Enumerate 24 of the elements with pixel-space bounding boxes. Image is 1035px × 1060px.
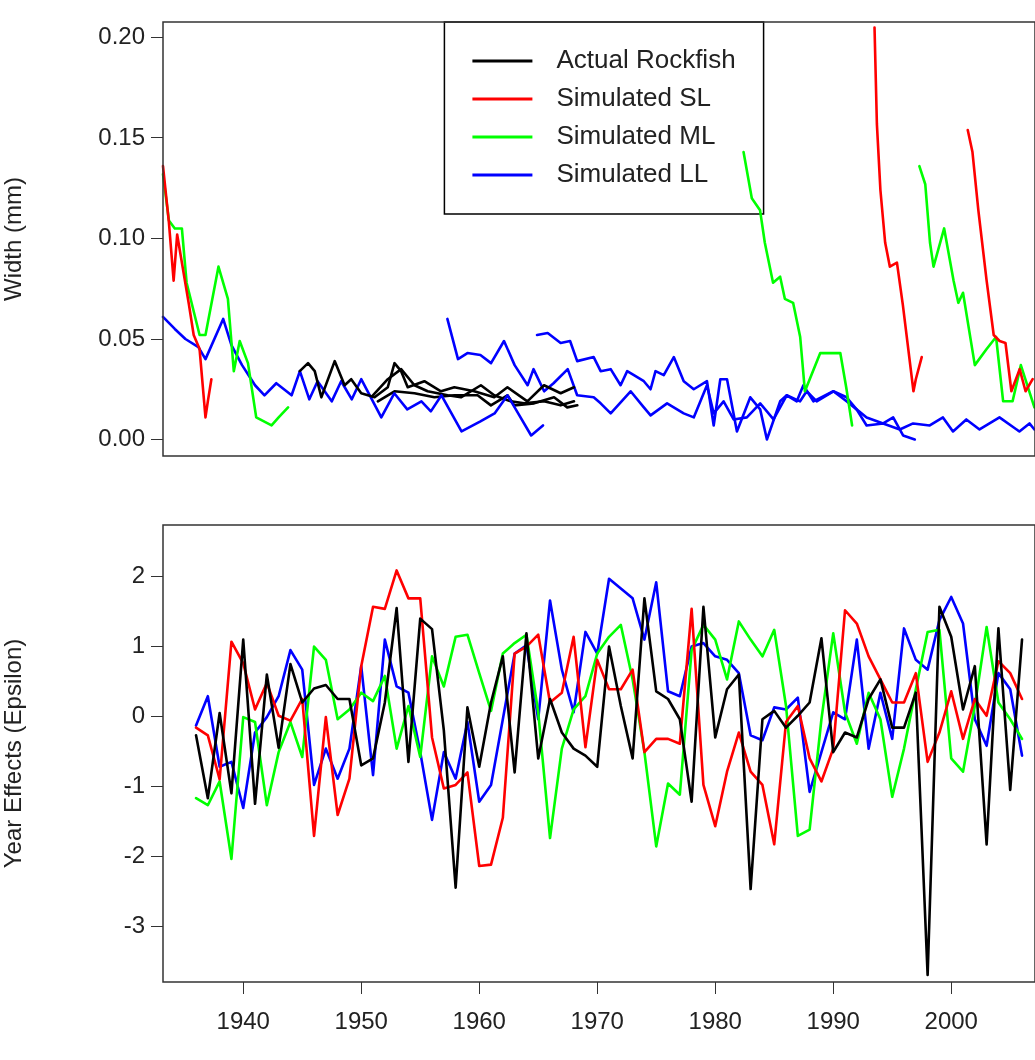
- y-tick-label: -3: [123, 910, 145, 938]
- x-tick-label: 1950: [334, 1007, 388, 1035]
- y-tick-label: 0: [131, 701, 145, 729]
- y-tick-label: 0.10: [98, 223, 145, 251]
- y-tick-label: -1: [123, 770, 145, 798]
- x-tick-label: 2000: [924, 1007, 978, 1035]
- legend-label: Simulated ML: [556, 120, 716, 151]
- x-tick-label: 1960: [452, 1007, 506, 1035]
- y-tick-label: 1: [131, 631, 145, 659]
- x-tick-label: 1970: [570, 1007, 624, 1035]
- x-tick-label: 1940: [216, 1007, 270, 1035]
- legend-label: Simulated LL: [556, 158, 709, 189]
- legend-label: Actual Rockfish: [556, 44, 736, 75]
- y-axis-title: Year Effects (Epsilon): [0, 638, 27, 869]
- y-axis-title: Width (mm): [0, 177, 27, 301]
- y-tick-label: 0.15: [98, 122, 145, 150]
- y-tick-label: 2: [131, 561, 145, 589]
- x-tick-label: 1990: [806, 1007, 860, 1035]
- y-tick-label: 0.05: [98, 323, 145, 351]
- y-tick-label: 0.20: [98, 22, 145, 50]
- y-tick-label: -2: [123, 840, 145, 868]
- y-tick-label: 0.00: [98, 424, 145, 452]
- x-tick-label: 1980: [688, 1007, 742, 1035]
- legend-label: Simulated SL: [556, 82, 712, 113]
